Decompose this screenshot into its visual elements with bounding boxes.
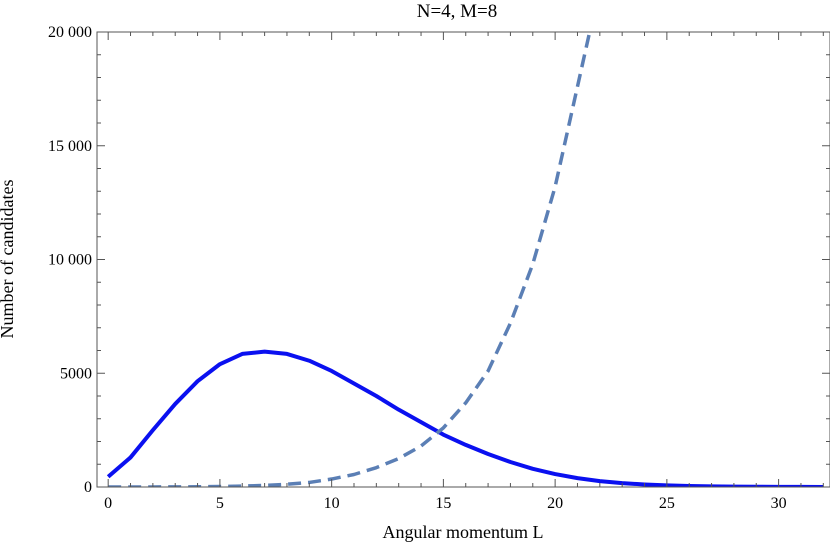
y-tick-label: 20 000 bbox=[48, 24, 92, 41]
y-tick-label: 0 bbox=[84, 479, 92, 496]
x-tick-label: 5 bbox=[216, 495, 224, 512]
plot-frame bbox=[96, 31, 830, 488]
chart-title: N=4, M=8 bbox=[417, 1, 498, 22]
series-line-solid bbox=[106, 349, 824, 487]
x-tick-label: 30 bbox=[771, 495, 787, 512]
x-tick-label: 0 bbox=[104, 495, 112, 512]
x-axis-title: Angular momentum L bbox=[383, 522, 544, 542]
x-tick-label: 15 bbox=[435, 495, 451, 512]
x-tick-label: 20 bbox=[547, 495, 563, 512]
y-tick-label: 10 000 bbox=[48, 252, 92, 269]
y-tick-label: 5000 bbox=[60, 365, 92, 382]
series-line-dashed bbox=[108, 32, 592, 487]
y-axis-title: Number of candidates bbox=[0, 180, 17, 339]
x-tick-label: 25 bbox=[659, 495, 675, 512]
x-tick-label: 10 bbox=[324, 495, 340, 512]
y-tick-label: 15 000 bbox=[48, 138, 92, 155]
